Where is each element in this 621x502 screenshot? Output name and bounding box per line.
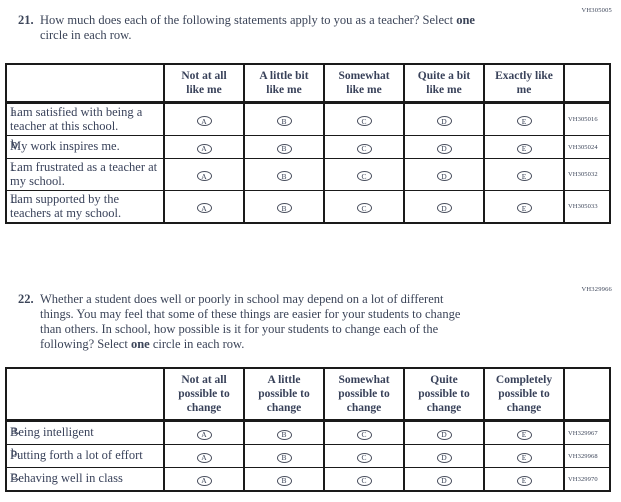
row-letter: a.	[11, 105, 20, 119]
question-22-text: Whether a student does well or poorly in…	[40, 292, 461, 351]
answer-bubble-b[interactable]: B	[276, 171, 292, 182]
row-label: Behaving well in class	[10, 471, 123, 486]
item-code: VH329967	[563, 420, 611, 445]
table-21-header-row: Not at all like me A little bit like me So…	[5, 63, 611, 104]
row-label: I am supported by the teachers at my sch…	[10, 192, 122, 220]
question-21-text: How much does each of the following stat…	[40, 13, 475, 42]
answer-bubble-d[interactable]: D	[436, 429, 452, 440]
question-22-number: 22.	[18, 292, 34, 306]
column-header-exactly-like: Exactly like me	[483, 63, 565, 104]
row-letter: c.	[11, 160, 20, 174]
question-22: 22. Whether a student does well or poorl…	[18, 292, 558, 352]
question-21: 21. How much does each of the following …	[18, 13, 558, 43]
empty-corner-cell	[5, 367, 165, 422]
answer-bubble-e[interactable]: E	[516, 143, 532, 154]
answer-bubble-e[interactable]: E	[516, 116, 532, 127]
table-row-22b: b. Putting forth a lot of effort A B C D …	[5, 444, 611, 468]
answer-bubble-b[interactable]: B	[276, 452, 292, 463]
column-header-completely-possible: Completely possible to change	[483, 367, 565, 422]
answer-bubble-d[interactable]: D	[436, 143, 452, 154]
table-row-22c: c. Behaving well in class A B C D E VH329…	[5, 467, 611, 492]
column-header-somewhat-possible: Somewhat possible to change	[323, 367, 405, 422]
answer-bubble-e[interactable]: E	[516, 475, 532, 486]
answer-bubble-e[interactable]: E	[516, 429, 532, 440]
table-row-21a: a. I am satisfied with being a teacher at…	[5, 102, 611, 136]
table-row-21c: c. I am frustrated as a teacher at my sch…	[5, 158, 611, 191]
column-header-a-little-bit: A little bit like me	[243, 63, 325, 104]
row-statement: c. Behaving well in class	[5, 467, 165, 492]
column-header-not-at-all-possible: Not at all possible to change	[163, 367, 245, 422]
answer-bubble-d[interactable]: D	[436, 171, 452, 182]
answer-bubble-b[interactable]: B	[276, 203, 292, 214]
row-letter: c.	[11, 469, 20, 483]
answer-bubble-a[interactable]: A	[196, 143, 212, 154]
item-code: VH329968	[563, 444, 611, 468]
answer-bubble-a[interactable]: A	[196, 429, 212, 440]
answer-bubble-d[interactable]: D	[436, 203, 452, 214]
answer-bubble-a[interactable]: A	[196, 116, 212, 127]
answer-bubble-c[interactable]: C	[356, 429, 372, 440]
answer-bubble-a[interactable]: A	[196, 203, 212, 214]
question-22-page-code: VH329966	[581, 286, 612, 293]
row-letter: b.	[11, 446, 21, 460]
answer-bubble-d[interactable]: D	[436, 475, 452, 486]
question-21-response-table: Not at all like me A little bit like me So…	[5, 63, 611, 224]
row-letter: b.	[11, 137, 21, 151]
item-code: VH305032	[563, 158, 611, 191]
answer-bubble-c[interactable]: C	[356, 475, 372, 486]
column-header-quite-a-bit: Quite a bit like me	[403, 63, 485, 104]
row-statement: b. Putting forth a lot of effort	[5, 444, 165, 468]
row-letter: d.	[11, 192, 21, 206]
answer-bubble-c[interactable]: C	[356, 171, 372, 182]
answer-bubble-e[interactable]: E	[516, 171, 532, 182]
item-code: VH305024	[563, 135, 611, 159]
question-21-number: 21.	[18, 13, 34, 27]
row-statement: a. Being intelligent	[5, 420, 165, 445]
row-letter: a.	[11, 423, 20, 437]
table-row-21b: b. My work inspires me. A B C D E VH30502…	[5, 135, 611, 159]
column-header-quite-possible: Quite possible to change	[403, 367, 485, 422]
answer-bubble-d[interactable]: D	[436, 116, 452, 127]
empty-code-header-cell	[563, 367, 611, 422]
answer-bubble-e[interactable]: E	[516, 452, 532, 463]
row-statement: a. I am satisfied with being a teacher at…	[5, 102, 165, 136]
question-22-response-table: Not at all possible to change A little poss…	[5, 367, 611, 492]
column-header-somewhat: Somewhat like me	[323, 63, 405, 104]
answer-bubble-c[interactable]: C	[356, 452, 372, 463]
answer-bubble-e[interactable]: E	[516, 203, 532, 214]
answer-bubble-c[interactable]: C	[356, 116, 372, 127]
answer-bubble-c[interactable]: C	[356, 203, 372, 214]
answer-bubble-d[interactable]: D	[436, 452, 452, 463]
column-header-a-little-possible: A little possible to change	[243, 367, 325, 422]
row-label: Being intelligent	[10, 425, 94, 440]
row-statement: d. I am supported by the teachers at my s…	[5, 190, 165, 224]
question-21-page-code: VH305005	[581, 7, 612, 14]
answer-bubble-a[interactable]: A	[196, 452, 212, 463]
row-label: I am satisfied with being a teacher at t…	[10, 105, 143, 133]
table-row-21d: d. I am supported by the teachers at my s…	[5, 190, 611, 224]
answer-bubble-b[interactable]: B	[276, 429, 292, 440]
answer-bubble-a[interactable]: A	[196, 475, 212, 486]
row-label: I am frustrated as a teacher at my schoo…	[10, 160, 158, 188]
column-header-not-at-all: Not at all like me	[163, 63, 245, 104]
answer-bubble-c[interactable]: C	[356, 143, 372, 154]
row-statement: b. My work inspires me.	[5, 135, 165, 159]
item-code: VH329970	[563, 467, 611, 492]
answer-bubble-b[interactable]: B	[276, 143, 292, 154]
row-label: Putting forth a lot of effort	[10, 448, 143, 463]
answer-bubble-a[interactable]: A	[196, 171, 212, 182]
table-row-22a: a. Being intelligent A B C D E VH329967	[5, 420, 611, 445]
item-code: VH305033	[563, 190, 611, 224]
row-statement: c. I am frustrated as a teacher at my sch…	[5, 158, 165, 191]
item-code: VH305016	[563, 102, 611, 136]
answer-bubble-b[interactable]: B	[276, 475, 292, 486]
table-22-header-row: Not at all possible to change A little poss…	[5, 367, 611, 422]
row-label: My work inspires me.	[10, 139, 120, 154]
empty-corner-cell	[5, 63, 165, 104]
answer-bubble-b[interactable]: B	[276, 116, 292, 127]
empty-code-header-cell	[563, 63, 611, 104]
